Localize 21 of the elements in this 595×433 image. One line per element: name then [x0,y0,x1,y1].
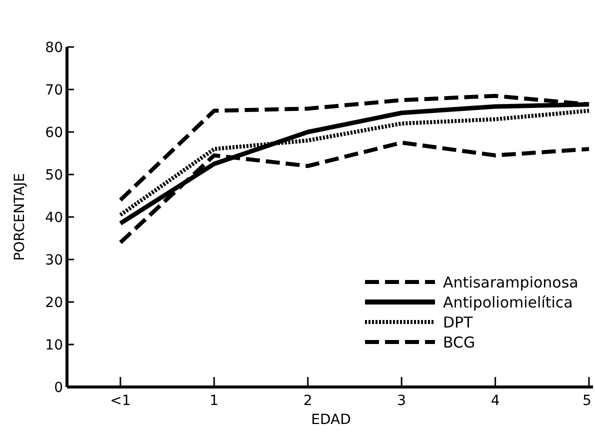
legend-label: BCG [443,333,476,352]
x-tick-label: <1 [110,393,131,409]
x-tick-label: 2 [303,393,312,409]
y-tick-label: 70 [45,82,63,98]
legend-label: DPT [443,313,474,332]
y-tick-label: 40 [45,210,63,226]
x-tick-label: 1 [210,393,219,409]
y-tick-label: 50 [45,167,63,184]
y-tick-label: 80 [45,40,63,56]
y-tick-label: 60 [45,124,63,141]
y-axis-title: PORCENTAJE [12,173,28,261]
y-tick-label: 20 [45,294,63,311]
x-tick-label: 4 [490,393,500,409]
legend-label: Antisarampionosa [443,273,578,292]
y-tick-label: 0 [54,380,63,396]
y-tick-label: 10 [45,337,63,354]
x-axis-title: EDAD [311,412,351,428]
legend-label: Antipoliomielítica [443,293,573,312]
x-tick-label: 3 [397,393,406,409]
x-tick-label: 5 [582,393,592,409]
y-tick-label: 30 [45,252,63,268]
